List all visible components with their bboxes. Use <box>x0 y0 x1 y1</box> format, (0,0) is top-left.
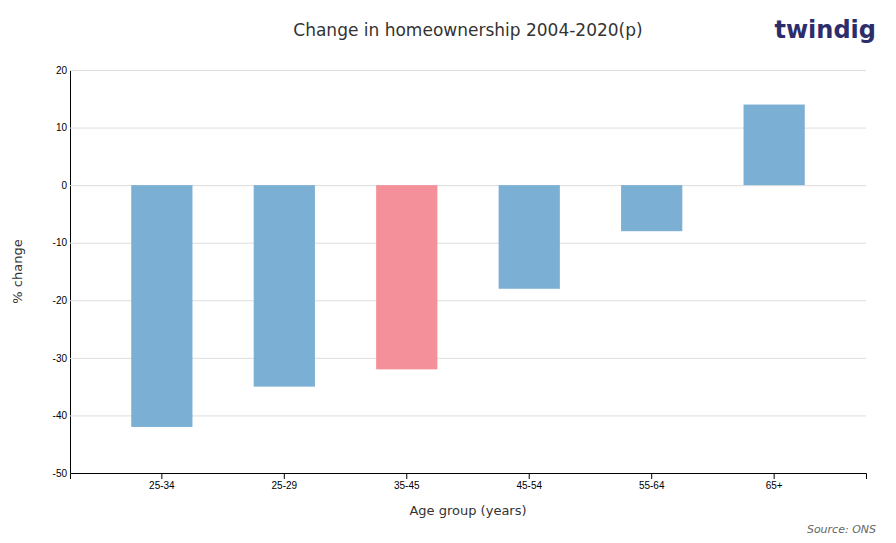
chart: 20 10 0 -10 -20 -30 -40 -50 25-34 25-29 35-45 45-54… <box>0 0 896 543</box>
bar <box>499 185 560 289</box>
plot-area: 20 10 0 -10 -20 -30 -40 -50 25-34 25-29 35-45 45-54… <box>53 65 867 491</box>
bar <box>131 185 192 427</box>
source-note: Source: ONS <box>807 523 876 536</box>
y-axis: 20 10 0 -10 -20 -30 -40 -50 <box>53 65 866 479</box>
tick-mark <box>529 473 530 479</box>
logo-text: twindig <box>774 16 876 44</box>
x-tick-label: 55-64 <box>639 480 665 491</box>
x-tick: 25-29 <box>272 473 298 491</box>
y-axis-label: % change <box>10 239 25 303</box>
bar <box>376 185 437 369</box>
y-tick-label: -10 <box>53 237 68 248</box>
bar <box>621 185 682 231</box>
grid-line <box>70 70 866 71</box>
tick-mark <box>651 473 652 479</box>
y-tick-label: 10 <box>56 122 68 133</box>
x-axis: 25-34 25-29 35-45 45-54 55-64 65+ <box>71 473 867 491</box>
x-tick-label: 65+ <box>766 480 783 491</box>
y-axis-line <box>71 71 867 474</box>
x-tick: 55-64 <box>639 473 665 491</box>
x-axis-line <box>71 474 867 480</box>
x-tick-label: 25-34 <box>149 480 175 491</box>
title: Change in homeownership 2004-2020(p) <box>293 20 642 40</box>
x-tick: 45-54 <box>516 473 542 491</box>
bar <box>744 105 805 186</box>
y-tick-label: -20 <box>53 295 68 306</box>
y-tick-label: 0 <box>61 180 67 191</box>
bar <box>254 185 315 387</box>
x-tick: 65+ <box>766 473 783 491</box>
y-tick-label: -50 <box>53 468 68 479</box>
y-tick: 20 <box>56 65 866 76</box>
x-tick: 35-45 <box>394 473 420 491</box>
y-tick-label: -30 <box>53 353 68 364</box>
tick-mark <box>774 473 775 479</box>
x-tick-label: 45-54 <box>516 480 542 491</box>
y-tick-label: -40 <box>53 410 68 421</box>
x-tick: 25-34 <box>149 473 175 491</box>
bars <box>131 105 805 427</box>
x-axis-label: Age group (years) <box>409 503 526 518</box>
y-tick: -50 <box>53 468 866 479</box>
tick-mark <box>406 473 407 479</box>
tick-mark <box>284 473 285 479</box>
x-tick-label: 35-45 <box>394 480 420 491</box>
x-tick-label: 25-29 <box>272 480 298 491</box>
tick-mark <box>161 473 162 479</box>
y-tick-label: 20 <box>56 65 68 76</box>
